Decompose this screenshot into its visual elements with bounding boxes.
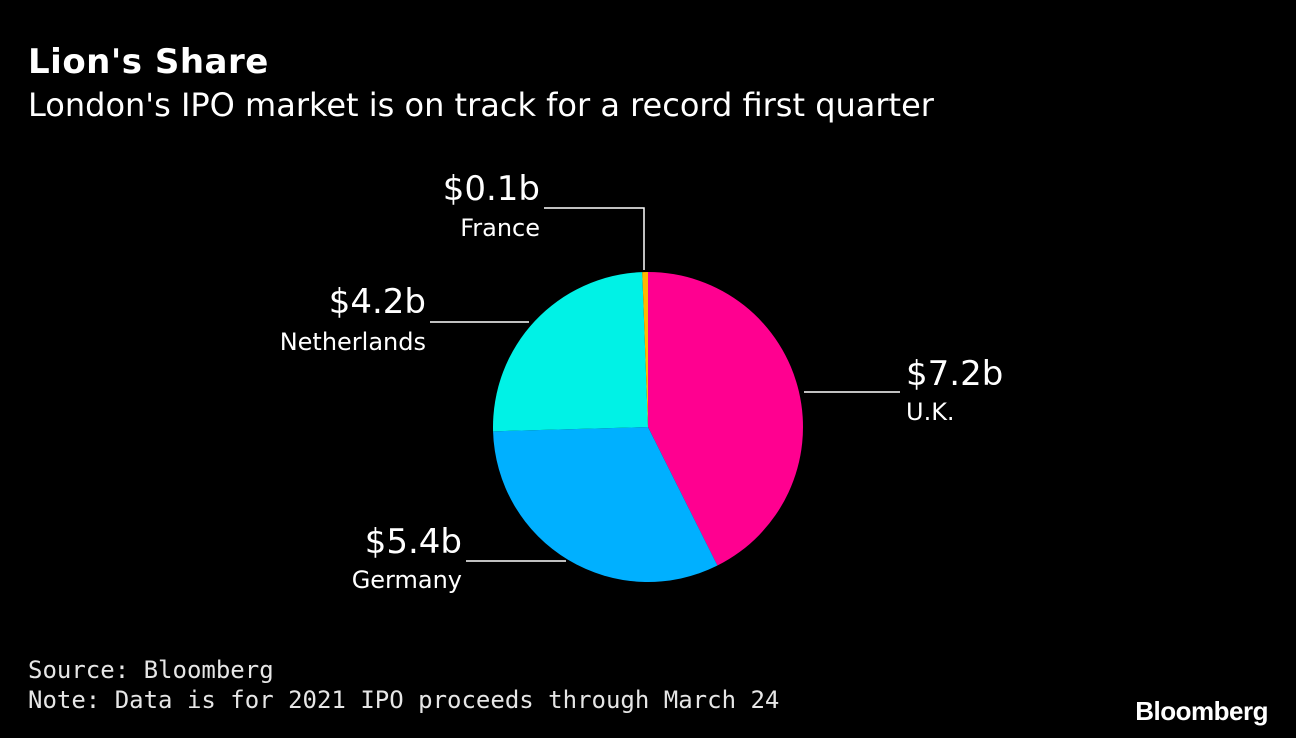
slice-name-label: Germany <box>352 566 462 594</box>
pie-slices <box>493 272 803 582</box>
pie-slice-u-k <box>648 272 803 566</box>
slice-name-label: U.K. <box>906 398 955 426</box>
pie-slice-germany <box>493 427 718 582</box>
slice-name-label: France <box>460 214 540 242</box>
slice-value-label: $0.1b <box>443 169 540 209</box>
source-note: Source: Bloomberg <box>28 656 274 684</box>
data-note: Note: Data is for 2021 IPO proceeds thro… <box>28 686 780 714</box>
bloomberg-logo: Bloomberg <box>1135 696 1268 726</box>
slice-name-label: Netherlands <box>280 328 426 356</box>
leader-lines <box>430 207 900 562</box>
pie-slice-netherlands <box>493 272 648 432</box>
leader-line <box>544 207 645 270</box>
slice-labels: $7.2b U.K. $5.4b Germany $4.2b Netherlands $0.… <box>280 169 1004 594</box>
slice-value-label: $5.4b <box>365 522 462 562</box>
chart-subtitle: London's IPO market is on track for a re… <box>28 86 934 124</box>
chart-title: Lion's Share <box>28 42 269 82</box>
slice-value-label: $7.2b <box>906 354 1003 394</box>
pie-slice-france <box>642 272 648 427</box>
slice-value-label: $4.2b <box>329 282 426 322</box>
